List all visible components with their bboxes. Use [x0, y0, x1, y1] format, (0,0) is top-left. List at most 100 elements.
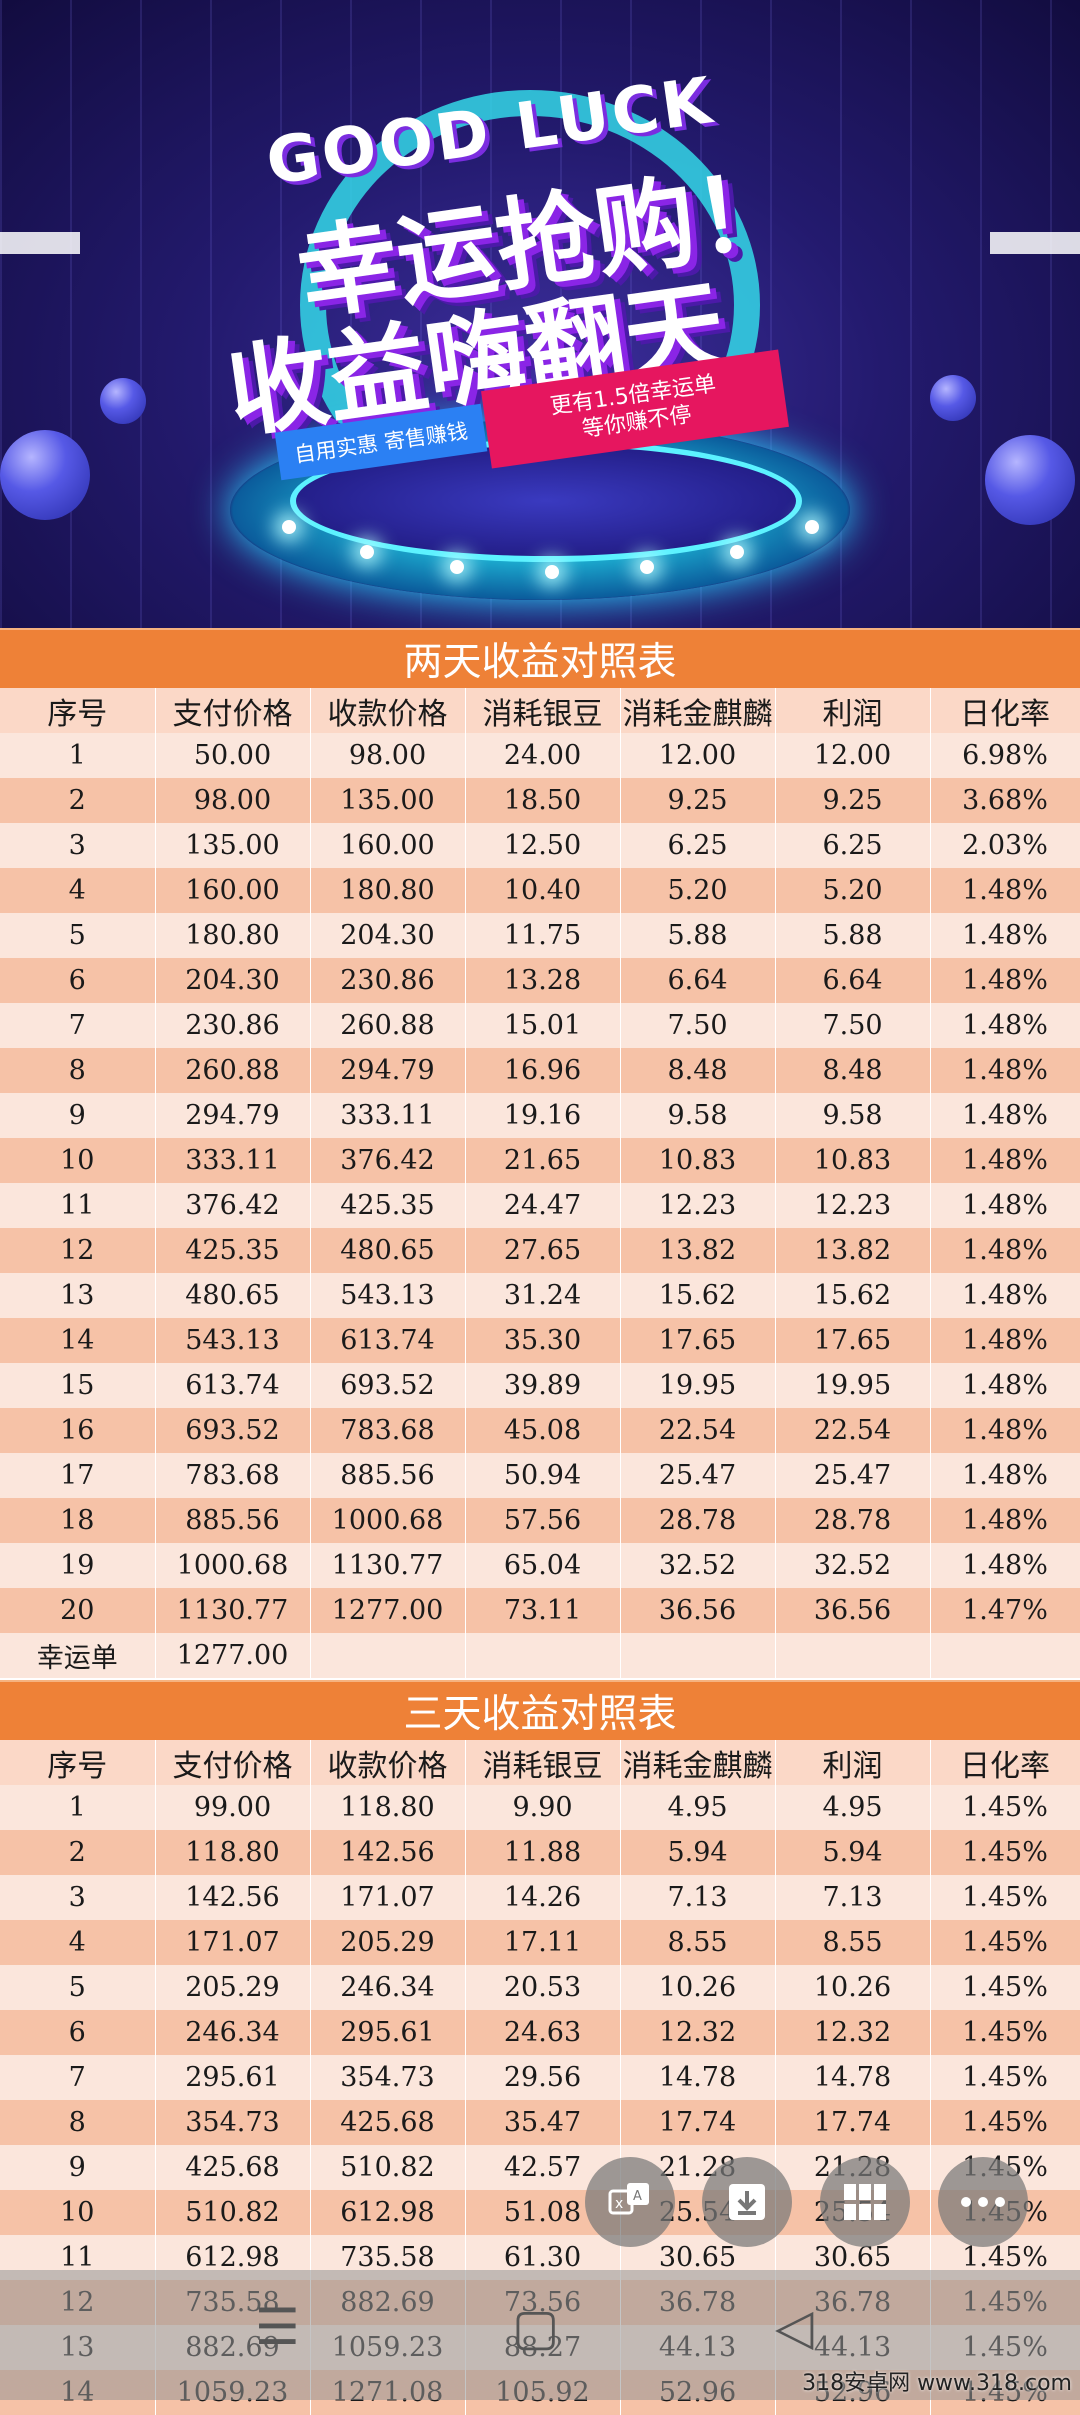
table-cell: 1.45%: [930, 2010, 1080, 2055]
table-cell: 1.48%: [930, 868, 1080, 913]
table-cell: 1.47%: [930, 1588, 1080, 1633]
table-cell: 12.50: [465, 823, 621, 868]
table-cell: 15.62: [620, 1273, 776, 1318]
table-row: 9 294.79 333.11 19.16 9.58 9.58 1.48%: [0, 1093, 1080, 1138]
table-row: 3 142.56 171.07 14.26 7.13 7.13 1.45%: [0, 1875, 1080, 1920]
table-cell: 28.78: [620, 1498, 776, 1543]
decor-ball: [100, 378, 146, 424]
table-cell: 21.65: [465, 1138, 621, 1183]
table-cell: 16.96: [465, 1048, 621, 1093]
table-cell: 5.20: [775, 868, 931, 913]
table-cell: 6: [0, 2010, 156, 2055]
table-cell: 6.64: [620, 958, 776, 1003]
table-row: 10 333.11 376.42 21.65 10.83 10.83 1.48%: [0, 1138, 1080, 1183]
table-cell: 36.56: [620, 1588, 776, 1633]
table-cell: 1.48%: [930, 1093, 1080, 1138]
table-cell: 543.13: [155, 1318, 311, 1363]
table-cell: 10.83: [775, 1138, 931, 1183]
table-cell: 35.30: [465, 1318, 621, 1363]
column-header: 消耗银豆: [465, 1740, 621, 1785]
two-day-table-title: 两天收益对照表: [0, 628, 1080, 688]
table-cell: 14.78: [775, 2055, 931, 2100]
table-cell: 333.11: [310, 1093, 466, 1138]
stage-light: [805, 520, 819, 534]
table-cell: 6.25: [775, 823, 931, 868]
grid-icon: [844, 2184, 886, 2220]
table-cell: 12.23: [775, 1183, 931, 1228]
table-cell: 19.95: [775, 1363, 931, 1408]
table-cell: 425.68: [310, 2100, 466, 2145]
table-cell: 1.45%: [930, 2055, 1080, 2100]
table-cell: 480.65: [155, 1273, 311, 1318]
table-cell: 15.62: [775, 1273, 931, 1318]
table-cell: 376.42: [155, 1183, 311, 1228]
table-cell: 480.65: [310, 1228, 466, 1273]
stage-light: [545, 565, 559, 579]
translate-button[interactable]: x A: [585, 2157, 675, 2247]
table-cell: 32.52: [775, 1543, 931, 1588]
stage-light: [360, 545, 374, 559]
table-cell: 1.45%: [930, 2100, 1080, 2145]
table-cell: 2.03%: [930, 823, 1080, 868]
table-cell: 32.52: [620, 1543, 776, 1588]
table-cell: 783.68: [155, 1453, 311, 1498]
table-row: 8 260.88 294.79 16.96 8.48 8.48 1.48%: [0, 1048, 1080, 1093]
table-cell: 6.25: [620, 823, 776, 868]
table-cell: 19.16: [465, 1093, 621, 1138]
table-cell: 29.56: [465, 2055, 621, 2100]
table-row: 15 613.74 693.52 39.89 19.95 19.95 1.48%: [0, 1363, 1080, 1408]
site-watermark: 318安卓网 www.318.com: [802, 2371, 1072, 2396]
table-cell: 294.79: [155, 1093, 311, 1138]
table-cell: 19: [0, 1543, 156, 1588]
table-cell: 8.55: [620, 1920, 776, 1965]
table-cell: 1: [0, 1785, 156, 1830]
table-cell: 25.47: [620, 1453, 776, 1498]
menu-button[interactable]: ☰: [255, 2298, 300, 2356]
table-cell: 5: [0, 913, 156, 958]
more-button[interactable]: [938, 2157, 1028, 2247]
column-header: 支付价格: [155, 1740, 311, 1785]
table-cell: 27.65: [465, 1228, 621, 1273]
table-cell: 1.45%: [930, 1875, 1080, 1920]
table-row: 17 783.68 885.56 50.94 25.47 25.47 1.48%: [0, 1453, 1080, 1498]
table-cell: 1.48%: [930, 1543, 1080, 1588]
table-cell: 50.00: [155, 733, 311, 778]
table-cell: 7: [0, 1003, 156, 1048]
table-cell: 1.48%: [930, 1408, 1080, 1453]
home-button[interactable]: ▢: [512, 2298, 559, 2356]
table-cell: 8: [0, 2100, 156, 2145]
column-header: 序号: [0, 1740, 156, 1785]
table-cell: 28.78: [775, 1498, 931, 1543]
table-cell: 8.48: [620, 1048, 776, 1093]
column-header: 利润: [775, 688, 931, 733]
download-button[interactable]: [702, 2157, 792, 2247]
column-header: 日化率: [930, 1740, 1080, 1785]
table-cell: 1277.00: [310, 1588, 466, 1633]
table-cell: 885.56: [155, 1498, 311, 1543]
table-row: 13 480.65 543.13 31.24 15.62 15.62 1.48%: [0, 1273, 1080, 1318]
grid-button[interactable]: [820, 2157, 910, 2247]
table-cell: 15.01: [465, 1003, 621, 1048]
table-cell: 6.64: [775, 958, 931, 1003]
table-header-row: 序号 支付价格 收款价格 消耗银豆 消耗金麒麟 利润 日化率: [0, 1740, 1080, 1785]
table-cell: 693.52: [155, 1408, 311, 1453]
table-cell: 17.74: [775, 2100, 931, 2145]
table-cell: 142.56: [310, 1830, 466, 1875]
table-cell: 3.68%: [930, 778, 1080, 823]
table-row: 11 376.42 425.35 24.47 12.23 12.23 1.48%: [0, 1183, 1080, 1228]
table-cell: 4: [0, 868, 156, 913]
table-cell: [930, 1633, 1080, 1678]
table-cell: 204.30: [155, 958, 311, 1003]
table-cell: 180.80: [155, 913, 311, 958]
back-button[interactable]: ◁: [775, 2298, 813, 2356]
table-cell: 3: [0, 1875, 156, 1920]
column-header: 收款价格: [310, 1740, 466, 1785]
decor-ball: [930, 375, 976, 421]
table-cell: 142.56: [155, 1875, 311, 1920]
table-row: 4 160.00 180.80 10.40 5.20 5.20 1.48%: [0, 868, 1080, 913]
table-cell: 294.79: [310, 1048, 466, 1093]
three-day-table-title: 三天收益对照表: [0, 1680, 1080, 1740]
table-cell: 8: [0, 1048, 156, 1093]
table-cell: 7.13: [620, 1875, 776, 1920]
